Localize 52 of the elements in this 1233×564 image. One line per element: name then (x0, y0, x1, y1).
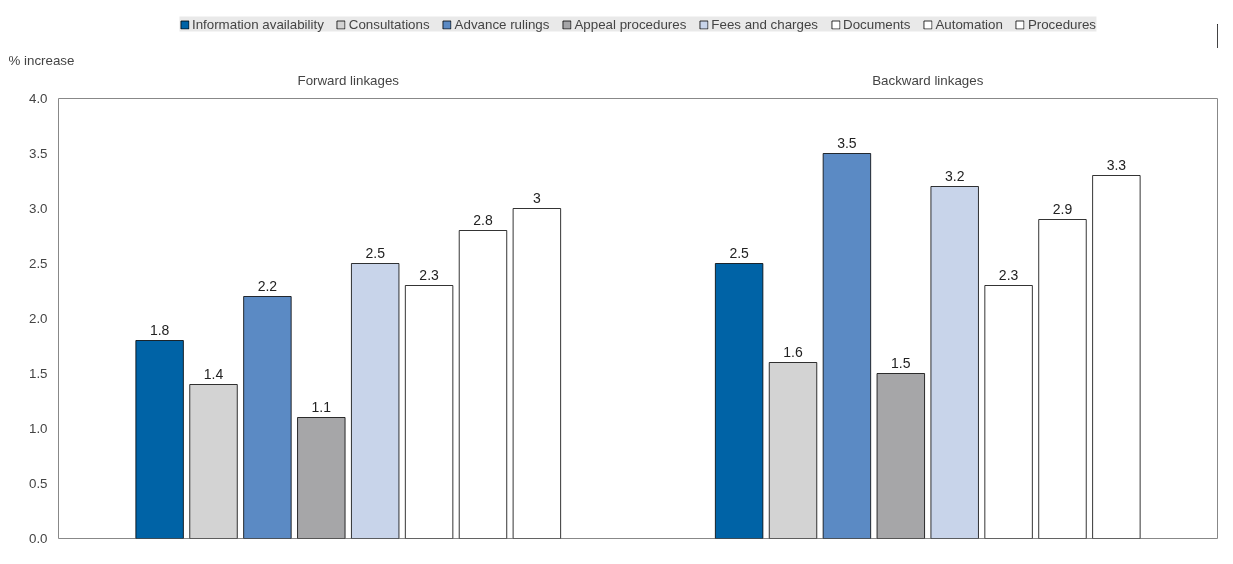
data-label: 2.2 (257, 277, 278, 294)
bar (512, 208, 562, 539)
bar (189, 384, 238, 539)
y-tick-label: 3.0 (28, 201, 48, 216)
legend-label: Appeal procedures (574, 16, 687, 32)
data-label: 2.3 (419, 266, 440, 283)
bar (404, 285, 454, 539)
y-tick-label: 4.0 (28, 91, 48, 106)
bar (243, 296, 292, 539)
legend-label: Documents (843, 16, 911, 32)
x-tick-label: Backward linkages (872, 72, 984, 88)
data-label: 2.8 (473, 211, 493, 228)
bar (714, 263, 764, 539)
data-label: 2.5 (729, 244, 750, 261)
bar (1038, 219, 1087, 539)
bar (1092, 175, 1141, 539)
bar (822, 153, 872, 539)
data-label: 2.3 (998, 266, 1019, 283)
bar (135, 340, 184, 539)
data-label: 1.8 (149, 321, 170, 338)
data-label: 1.6 (783, 343, 803, 360)
data-label: 3 (532, 189, 541, 206)
bar (768, 362, 818, 539)
y-tick-label: 3.5 (28, 146, 48, 161)
y-tick-label: 0.5 (28, 476, 48, 491)
bar (930, 186, 979, 539)
bar (458, 230, 508, 539)
legend-label: Consultations (348, 16, 430, 32)
bar (876, 373, 925, 539)
data-label: 1.4 (203, 365, 224, 382)
x-tick-label: Forward linkages (297, 72, 400, 88)
bar (984, 285, 1033, 539)
legend-label: Fees and charges (711, 16, 819, 32)
data-label: 1.1 (311, 398, 332, 415)
y-tick-label: 2.0 (28, 311, 48, 326)
data-label: 3.3 (1106, 156, 1127, 173)
y-tick-label: 2.5 (28, 256, 48, 271)
data-label: 2.9 (1052, 200, 1073, 217)
legend-label: Automation (935, 16, 1003, 32)
y-axis-title: % increase (8, 52, 75, 68)
legend-label: Procedures (1027, 16, 1097, 32)
y-tick-label: 0.0 (28, 531, 48, 546)
legend-label: Information availability (191, 16, 324, 32)
data-label: 2.5 (365, 244, 386, 261)
data-label: 3.2 (944, 167, 965, 184)
data-label: 3.5 (837, 134, 857, 151)
bar (351, 263, 400, 539)
bar (297, 417, 346, 539)
data-label: 1.5 (891, 354, 911, 371)
legend-label: Advance rulings (454, 16, 550, 32)
y-tick-label: 1.5 (28, 366, 48, 381)
y-tick-label: 1.0 (28, 421, 48, 436)
